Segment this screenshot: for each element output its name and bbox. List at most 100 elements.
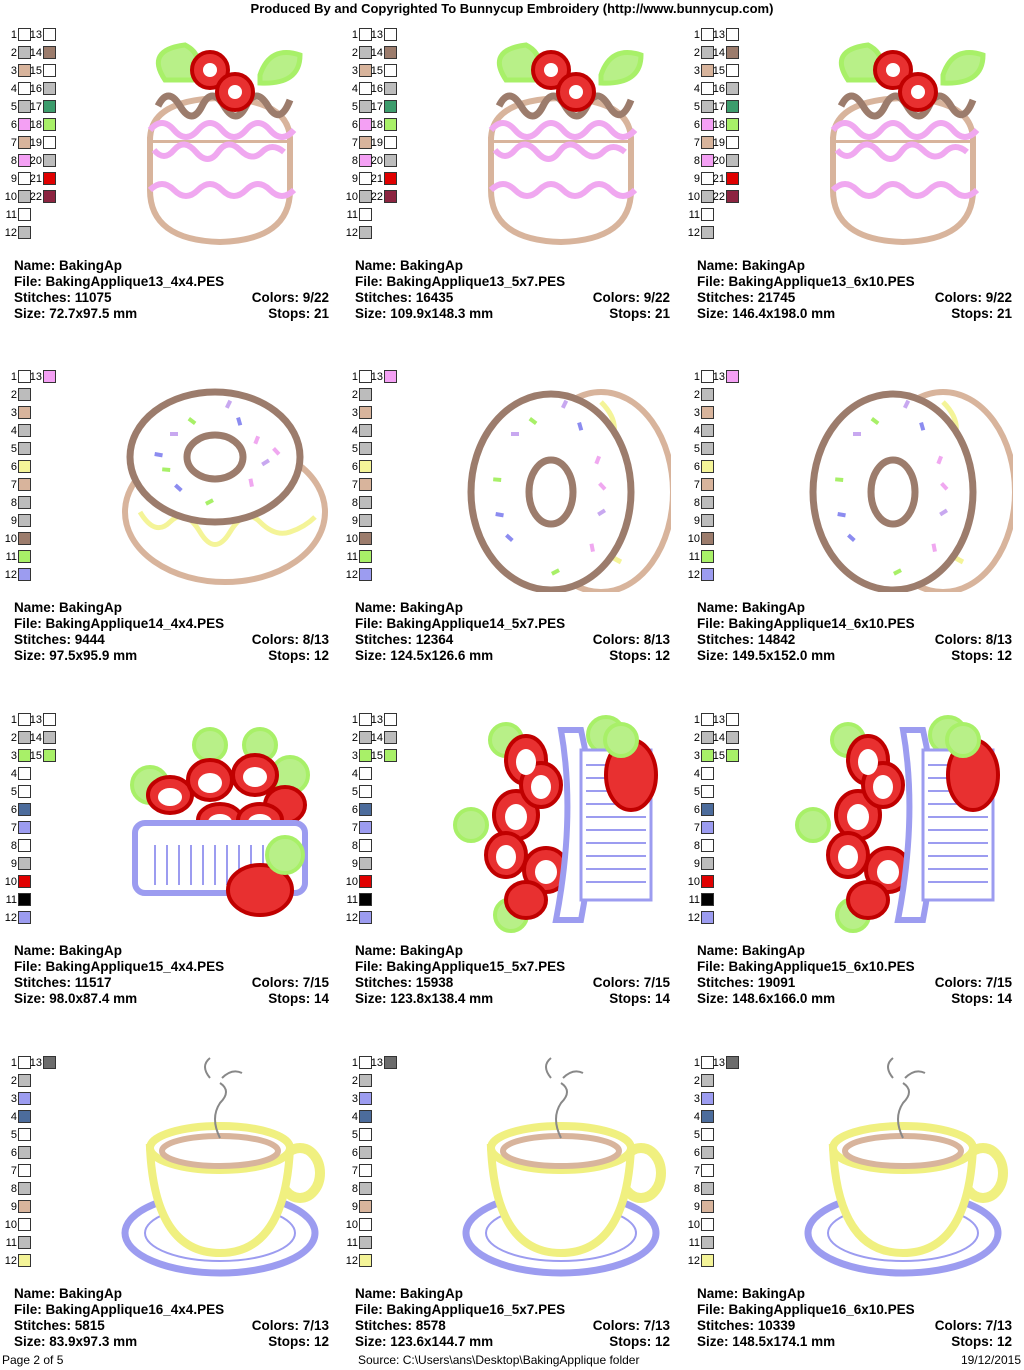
design-cell: 1 2 3 4 5 6 7 8 9 10 11 12 13 14 15 Name: BakingAp Fil… xyxy=(683,685,1024,1027)
design-file-value: BakingApplique14_4x4.PES xyxy=(45,616,225,631)
design-info: Name: BakingAp File: BakingApplique16_5x… xyxy=(355,1286,670,1350)
color-swatch: 6 xyxy=(0,458,31,476)
color-swatch: 4 xyxy=(683,80,714,98)
color-swatch: 8 xyxy=(683,837,714,855)
color-swatch: 18 xyxy=(367,116,397,134)
color-swatch: 15 xyxy=(367,62,397,80)
color-swatch: 1 xyxy=(341,711,372,729)
design-stops-value: 14 xyxy=(654,991,670,1006)
color-swatch: 7 xyxy=(0,476,31,494)
color-swatch: 1 xyxy=(341,368,372,386)
color-swatch: 21 xyxy=(26,170,56,188)
design-cell: 1 2 3 4 5 6 7 8 9 10 11 12 13 Name: BakingAp File: B… xyxy=(341,1028,682,1370)
design-colors-value: 7/13 xyxy=(302,1318,329,1333)
design-size: Size: 83.9x97.3 mm Stops: 12 xyxy=(14,1334,329,1349)
color-swatch-list: 1 2 3 4 5 6 7 8 9 10 11 12 13 14 15 xyxy=(341,711,413,931)
color-swatch: 10 xyxy=(0,1216,31,1234)
color-swatch: 16 xyxy=(26,80,56,98)
color-swatch: 9 xyxy=(683,855,714,873)
color-swatch: 13 xyxy=(26,711,56,729)
color-swatch: 11 xyxy=(341,891,372,909)
color-swatch: 8 xyxy=(341,1180,372,1198)
design-name-value: BakingAp xyxy=(400,1286,464,1301)
color-swatch: 9 xyxy=(683,170,714,188)
color-swatch: 2 xyxy=(341,44,372,62)
color-swatch: 4 xyxy=(341,422,372,440)
color-swatch: 22 xyxy=(709,188,739,206)
color-swatch: 11 xyxy=(683,548,714,566)
design-info: Name: BakingAp File: BakingApplique13_4x… xyxy=(14,258,329,322)
design-stops: Stops: 21 xyxy=(609,306,670,321)
design-size: Size: 148.6x166.0 mm Stops: 14 xyxy=(697,991,1012,1006)
color-swatch: 12 xyxy=(683,1252,714,1270)
color-swatch: 8 xyxy=(341,152,372,170)
color-swatch: 12 xyxy=(0,909,31,927)
design-file: File: BakingApplique14_4x4.PES xyxy=(14,616,225,631)
design-file: File: BakingApplique14_5x7.PES xyxy=(355,616,566,631)
design-stitches-value: 14842 xyxy=(757,632,796,647)
design-size-value: 123.6x144.7 mm xyxy=(390,1334,494,1349)
design-file: File: BakingApplique13_5x7.PES xyxy=(355,274,566,289)
design-colors-value: 8/13 xyxy=(643,632,670,647)
color-swatch: 14 xyxy=(367,44,397,62)
design-stops: Stops: 12 xyxy=(951,1334,1012,1349)
design-colors: Colors: 9/22 xyxy=(251,290,329,305)
color-swatch: 11 xyxy=(0,206,31,224)
design-stops: Stops: 12 xyxy=(268,1334,329,1349)
design-file-value: BakingApplique14_6x10.PES xyxy=(728,616,915,631)
color-swatch: 13 xyxy=(26,368,56,386)
color-swatch: 12 xyxy=(0,1252,31,1270)
color-swatch-list: 1 2 3 4 5 6 7 8 9 10 11 12 13 14 15 16 17 18 19 20 21 22 xyxy=(0,26,72,246)
design-file: File: BakingApplique16_6x10.PES xyxy=(697,1302,915,1317)
color-swatch: 3 xyxy=(683,1090,714,1108)
color-swatch: 9 xyxy=(0,1198,31,1216)
cake-embroidery-image xyxy=(451,20,671,250)
color-swatch: 14 xyxy=(26,729,56,747)
color-swatch: 7 xyxy=(341,819,372,837)
design-size-value: 148.6x166.0 mm xyxy=(732,991,836,1006)
design-info: Name: BakingAp File: BakingApplique14_4x… xyxy=(14,600,329,664)
color-swatch: 7 xyxy=(683,819,714,837)
color-swatch: 10 xyxy=(341,1216,372,1234)
color-swatch: 4 xyxy=(0,765,31,783)
color-swatch: 7 xyxy=(683,476,714,494)
color-swatch: 15 xyxy=(26,747,56,765)
color-swatch: 13 xyxy=(709,711,739,729)
design-stitches-value: 12364 xyxy=(415,632,454,647)
design-size-value: 109.9x148.3 mm xyxy=(390,306,494,321)
color-swatch: 2 xyxy=(0,729,31,747)
color-swatch: 13 xyxy=(367,1054,397,1072)
color-swatch: 3 xyxy=(0,62,31,80)
color-swatch: 8 xyxy=(683,1180,714,1198)
color-swatch: 14 xyxy=(709,44,739,62)
design-name-value: BakingAp xyxy=(742,1286,806,1301)
color-swatch: 4 xyxy=(0,1108,31,1126)
color-swatch: 5 xyxy=(683,783,714,801)
color-swatch: 1 xyxy=(683,368,714,386)
color-swatch: 3 xyxy=(341,62,372,80)
design-colors-value: 7/13 xyxy=(643,1318,670,1333)
design-cell: 1 2 3 4 5 6 7 8 9 10 11 12 13 Name: BakingAp File: B… xyxy=(0,342,341,684)
design-colors: Colors: 7/15 xyxy=(592,975,670,990)
design-stops: Stops: 12 xyxy=(951,648,1012,663)
color-swatch: 7 xyxy=(0,819,31,837)
design-size-value: 72.7x97.5 mm xyxy=(49,306,138,321)
color-swatch: 13 xyxy=(367,26,397,44)
color-swatch: 6 xyxy=(683,458,714,476)
color-swatch: 8 xyxy=(683,152,714,170)
design-stops: Stops: 12 xyxy=(268,648,329,663)
design-info: Name: BakingAp File: BakingApplique14_5x… xyxy=(355,600,670,664)
design-size-value: 97.5x95.9 mm xyxy=(49,648,138,663)
color-swatch: 19 xyxy=(367,134,397,152)
design-stops: Stops: 14 xyxy=(609,991,670,1006)
design-size: Size: 109.9x148.3 mm Stops: 21 xyxy=(355,306,670,321)
design-colors: Colors: 8/13 xyxy=(251,632,329,647)
design-name-value: BakingAp xyxy=(742,600,806,615)
design-size: Size: 123.8x138.4 mm Stops: 14 xyxy=(355,991,670,1006)
color-swatch: 20 xyxy=(26,152,56,170)
color-swatch: 4 xyxy=(341,1108,372,1126)
design-name-value: BakingAp xyxy=(59,1286,123,1301)
color-swatch: 13 xyxy=(709,26,739,44)
design-name-value: BakingAp xyxy=(400,258,464,273)
color-swatch: 7 xyxy=(0,1162,31,1180)
